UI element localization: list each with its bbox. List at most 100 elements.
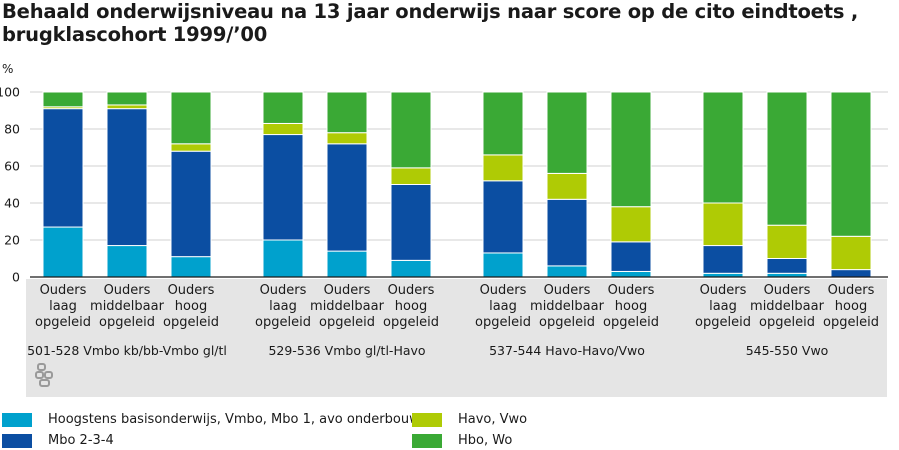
category-label: Ouders <box>764 283 811 298</box>
bar-segment <box>106 245 148 278</box>
bar-segment <box>326 91 368 134</box>
chart-legend: Hoogstens basisonderwijs, Vmbo, Mbo 1, a… <box>0 408 899 450</box>
category-label: hoog <box>395 299 427 314</box>
bar-segment <box>42 226 84 278</box>
category-label: opgeleid <box>383 315 439 330</box>
y-tick-label: 60 <box>4 159 20 174</box>
bar-segment <box>106 91 148 106</box>
chart-title: Behaald onderwijsniveau na 13 jaar onder… <box>2 0 892 46</box>
category-label: laag <box>269 299 297 314</box>
logo-shape <box>37 363 46 371</box>
category-label: Ouders <box>828 283 875 298</box>
group-label: 501-528 Vmbo kb/bb-Vmbo gl/tl <box>27 343 227 358</box>
bar-segment <box>390 184 432 261</box>
category-label: Ouders <box>480 283 527 298</box>
logo-shape <box>44 371 53 379</box>
y-tick-label: 100 <box>0 85 20 100</box>
category-label: Ouders <box>700 283 747 298</box>
bar-segment <box>830 269 872 278</box>
bar-segment <box>610 241 652 272</box>
bar-segment <box>546 91 588 174</box>
category-label: opgeleid <box>603 315 659 330</box>
bar-segment <box>610 270 652 278</box>
category-label: Ouders <box>104 283 151 298</box>
y-tick-label: 80 <box>4 122 20 137</box>
bar-segment <box>390 259 432 278</box>
category-label: laag <box>709 299 737 314</box>
category-label: Ouders <box>168 283 215 298</box>
category-label: middelbaar <box>90 299 165 314</box>
legend-swatch-mbo <box>2 434 32 448</box>
category-label: middelbaar <box>310 299 385 314</box>
y-tick-label: 40 <box>4 196 20 211</box>
category-label: opgeleid <box>823 315 879 330</box>
bar-segment <box>702 91 744 204</box>
chart-title-line-1: Behaald onderwijsniveau na 13 jaar onder… <box>2 0 859 23</box>
bar-segment <box>42 108 84 228</box>
category-label: opgeleid <box>35 315 91 330</box>
legend-swatch-basis <box>2 413 32 427</box>
category-label: opgeleid <box>319 315 375 330</box>
category-label: opgeleid <box>475 315 531 330</box>
category-panel <box>26 279 887 397</box>
bar-segment <box>326 143 368 252</box>
bar-segment <box>42 91 84 108</box>
bar-segment <box>546 265 588 278</box>
bar-segment <box>262 91 304 124</box>
bar-segment <box>610 206 652 243</box>
category-label: hoog <box>175 299 207 314</box>
y-tick-label: 20 <box>4 233 20 248</box>
category-label: opgeleid <box>759 315 815 330</box>
category-label: opgeleid <box>99 315 155 330</box>
bar-segment <box>106 104 148 110</box>
bar-segment <box>170 256 212 278</box>
bar-segment <box>830 91 872 237</box>
bar-segment <box>170 143 212 152</box>
bar-segment <box>482 180 524 254</box>
category-label: middelbaar <box>530 299 605 314</box>
category-label: hoog <box>835 299 867 314</box>
legend-swatch-hbo <box>412 434 442 448</box>
bar-segment <box>262 134 304 241</box>
group-label: 545-550 Vwo <box>746 343 829 358</box>
logo-shape <box>39 379 50 387</box>
y-tick-label: 0 <box>12 270 20 285</box>
bar-segment <box>170 150 212 258</box>
bar-segment <box>170 91 212 145</box>
category-label: middelbaar <box>750 299 825 314</box>
cbs-logo-icon <box>35 363 53 387</box>
bar-segment <box>482 91 524 156</box>
bar-segment <box>390 167 432 186</box>
legend-label-mbo: Mbo 2-3-4 <box>48 433 114 448</box>
category-label: opgeleid <box>163 315 219 330</box>
category-label: Ouders <box>40 283 87 298</box>
legend-label-hbo: Hbo, Wo <box>458 433 513 448</box>
bar-segment <box>766 258 808 274</box>
bar-segment <box>830 235 872 271</box>
bar-segment <box>766 91 808 226</box>
legend-swatch-havo <box>412 413 442 427</box>
chart-title-line-2: brugklascohort 1999/’00 <box>2 23 268 46</box>
bar-segment <box>262 239 304 278</box>
bar-segment <box>702 245 744 274</box>
category-label: Ouders <box>608 283 655 298</box>
category-label: laag <box>49 299 77 314</box>
group-label: 529-536 Vmbo gl/tl-Havo <box>268 343 425 358</box>
legend-label-basis: Hoogstens basisonderwijs, Vmbo, Mbo 1, a… <box>48 412 420 427</box>
bar-segment <box>262 122 304 136</box>
category-label: Ouders <box>544 283 591 298</box>
bar-segment <box>482 252 524 278</box>
category-label: Ouders <box>260 283 307 298</box>
bar-segment <box>390 91 432 169</box>
bar-segment <box>610 91 652 208</box>
category-label: Ouders <box>324 283 371 298</box>
bar-segment <box>546 172 588 200</box>
logo-shape <box>35 371 44 379</box>
bar-segment <box>326 250 368 278</box>
bar-segment <box>766 224 808 259</box>
legend-label-havo: Havo, Vwo <box>458 412 528 427</box>
bar-segment <box>702 202 744 247</box>
category-label: opgeleid <box>539 315 595 330</box>
bar-segment <box>326 132 368 145</box>
group-label: 537-544 Havo-Havo/Vwo <box>489 343 645 358</box>
